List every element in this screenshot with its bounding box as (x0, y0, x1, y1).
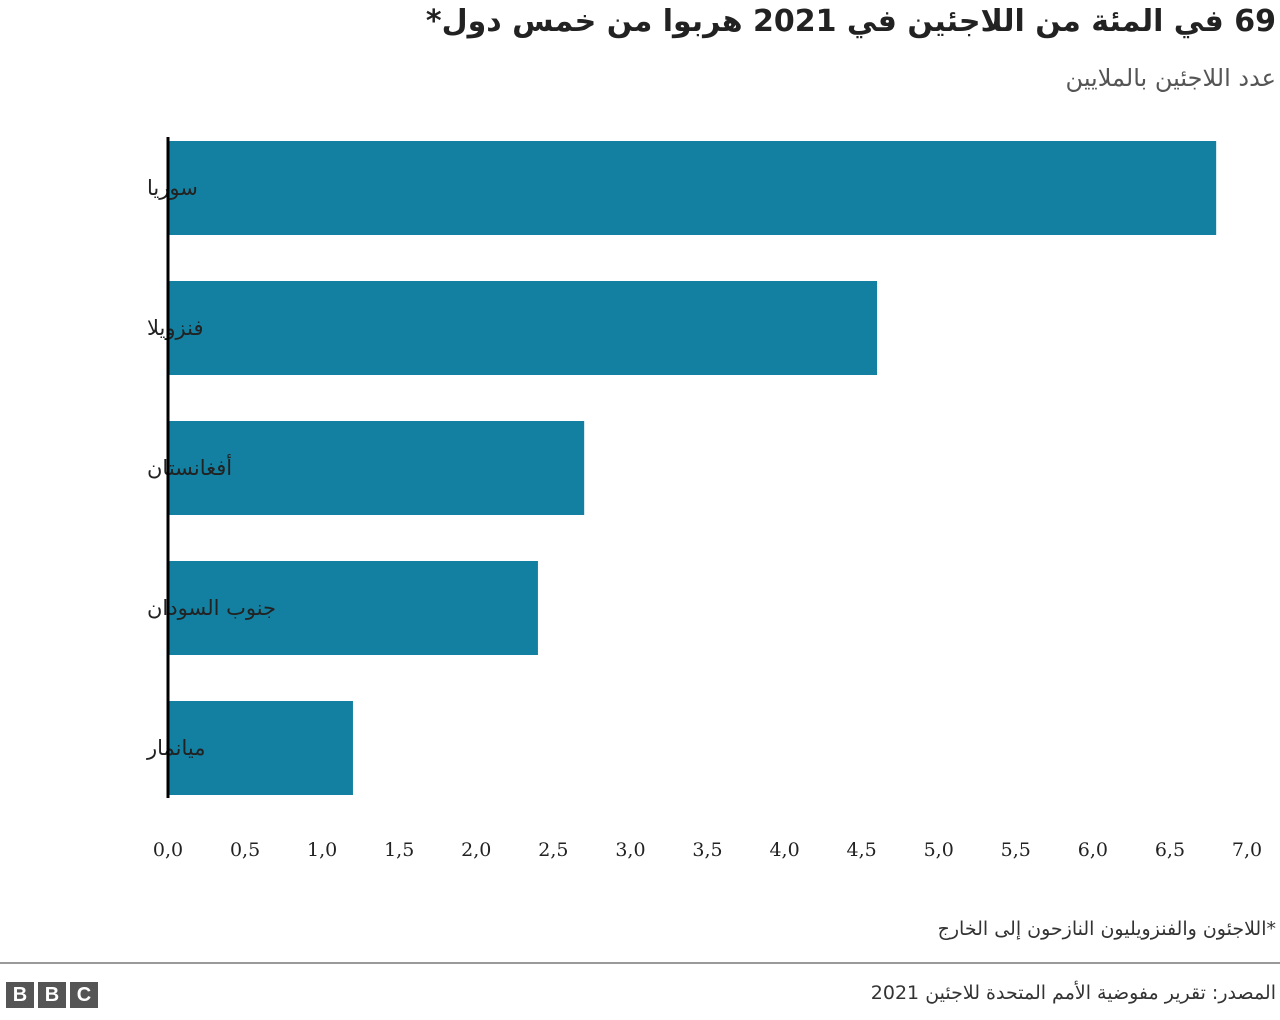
category-label: جنوب السودان (147, 596, 276, 620)
category-label: فنزويلا (147, 316, 203, 340)
bbc-logo-block: B (38, 982, 66, 1008)
x-tick-label: 5,0 (924, 839, 954, 861)
category-label: ميانمار (146, 736, 206, 760)
bar (168, 701, 353, 795)
category-label: أفغانستان (147, 454, 232, 480)
x-tick-label: 3,0 (615, 839, 645, 861)
x-tick-label: 2,5 (538, 839, 568, 861)
x-tick-label: 2,0 (461, 839, 491, 861)
x-tick-label: 0,0 (153, 839, 183, 861)
x-tick-label: 3,5 (692, 839, 722, 861)
bar (168, 141, 1217, 235)
bar (168, 281, 878, 375)
bar (168, 421, 585, 515)
chart-subtitle: عدد اللاجئين بالملايين (1065, 64, 1276, 92)
x-tick-label: 6,0 (1078, 839, 1108, 861)
chart-title: 69 في المئة من اللاجئين في 2021 هربوا من… (425, 4, 1276, 39)
bar-chart: سوريا فنزويلا أفغانستان جنوب السودان ميانمار… (146, 137, 1262, 861)
x-tick-label: 4,0 (769, 839, 799, 861)
x-tick-label: 5,5 (1001, 839, 1031, 861)
category-label: سوريا (147, 176, 198, 200)
x-tick-label: 4,5 (847, 839, 877, 861)
bbc-logo-block: B (6, 982, 34, 1008)
x-tick-label: 7,0 (1232, 839, 1262, 861)
x-tick-label: 1,0 (307, 839, 337, 861)
x-tick-label: 6,5 (1155, 839, 1185, 861)
bbc-logo-block: C (70, 982, 98, 1008)
footer-divider (0, 962, 1280, 964)
footnote: *اللاجئون والفنزويليون النازحون إلى الخا… (937, 918, 1276, 940)
x-tick-label: 1,5 (384, 839, 414, 861)
bars-group (168, 141, 1217, 795)
source-note: المصدر: تقرير مفوضية الأمم المتحدة للاجئ… (870, 982, 1276, 1004)
bar (168, 561, 538, 655)
bbc-logo: B B C (6, 982, 98, 1008)
x-tick-label: 0,5 (230, 839, 260, 861)
tick-labels: 0,0 0,5 1,0 1,5 2,0 2,5 3,0 3,5 4,0 4,5 5,0 5,5 6,0 6… (153, 839, 1262, 861)
